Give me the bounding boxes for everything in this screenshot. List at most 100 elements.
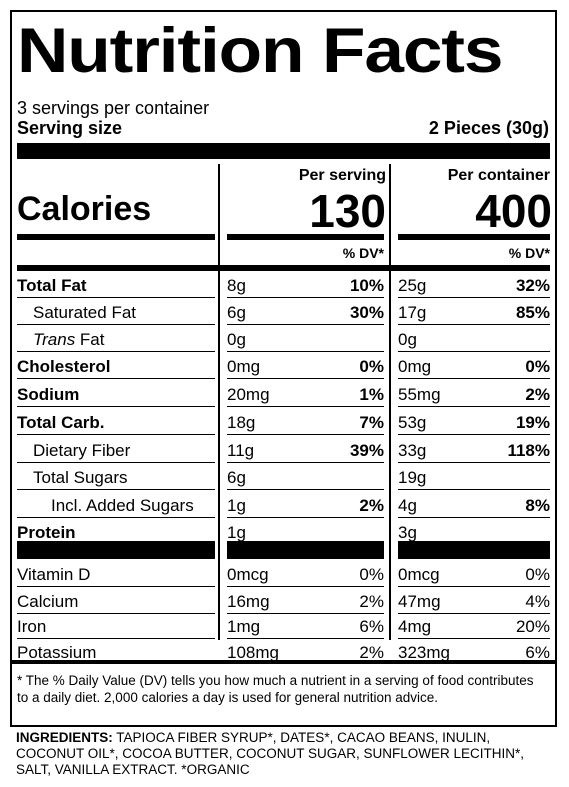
nutrient-name-italic: Trans (33, 330, 76, 349)
row-divider (227, 613, 384, 614)
serving-amount: 1g (227, 523, 246, 542)
ingredients-label: INGREDIENTS: (16, 730, 113, 745)
row-divider (17, 462, 215, 463)
serving-dv: 6% (359, 617, 384, 636)
serving-dv: 2% (359, 592, 384, 611)
serving-amount: 0mg (227, 357, 261, 376)
thick-divider-protein-right (398, 541, 550, 559)
row-divider (227, 406, 384, 407)
row-divider (398, 297, 550, 298)
container-amount: 3g (398, 523, 417, 542)
serving-amount: 0mcg (227, 565, 269, 584)
serving-amount: 6g (227, 303, 246, 322)
serving-amount: 108mg (227, 643, 279, 662)
container-amount: 19g (398, 468, 427, 487)
row-divider (227, 324, 384, 325)
serving-dv: 10% (349, 276, 384, 295)
row-divider (17, 378, 215, 379)
container-amount: 53g (398, 413, 427, 432)
micronutrient-name: Potassium (17, 643, 97, 662)
nutrient-name: Protein (17, 523, 76, 542)
row-divider (17, 613, 215, 614)
row-divider (227, 489, 384, 490)
nutrient-name: Incl. Added Sugars (51, 496, 194, 515)
container-dv: 118% (507, 441, 550, 460)
per-serving-header: Per serving (298, 167, 386, 184)
container-dv: 8% (525, 496, 550, 515)
serving-dv: 1% (359, 385, 384, 404)
footnote-divider (12, 660, 555, 664)
container-dv: 32% (515, 276, 550, 295)
serving-dv: 39% (349, 441, 384, 460)
micronutrient-name: Calcium (17, 592, 79, 611)
thick-divider-protein-mid (227, 541, 384, 559)
serving-amount: 8g (227, 276, 246, 295)
row-divider (398, 434, 550, 435)
micronutrient-name: Iron (17, 617, 47, 636)
per-container-header: Per container (447, 167, 550, 184)
row-divider (398, 324, 550, 325)
nutrient-name: Total Sugars (33, 468, 128, 487)
row-divider (398, 586, 550, 587)
dv-header-serving: % DV* (342, 245, 384, 261)
container-dv: 6% (525, 643, 550, 662)
row-divider (227, 434, 384, 435)
row-divider (227, 586, 384, 587)
serving-amount: 18g (227, 413, 256, 432)
column-separator-2 (389, 164, 391, 640)
row-divider (227, 638, 384, 639)
nutrient-name: Sodium (17, 385, 80, 404)
row-divider (17, 638, 215, 639)
serving-size-value: 2 Pieces (30g) (428, 118, 549, 138)
calories-per-serving: 130 (309, 185, 386, 237)
row-divider (227, 517, 384, 518)
calories-divider-left (17, 234, 215, 240)
row-divider (398, 613, 550, 614)
nutrient-name: Total Fat (17, 276, 87, 295)
dv-divider (17, 265, 550, 271)
serving-amount: 11g (227, 441, 255, 460)
calories-divider-mid (227, 234, 384, 240)
row-divider (398, 462, 550, 463)
row-divider (227, 351, 384, 352)
micronutrient-name: Vitamin D (17, 565, 91, 584)
serving-dv: 2% (359, 496, 384, 515)
dv-header-container: % DV* (508, 245, 550, 261)
serving-dv: 7% (359, 413, 384, 432)
serving-amount: 1mg (227, 617, 261, 636)
serving-amount: 6g (227, 468, 246, 487)
ingredients: INGREDIENTS: TAPIOCA FIBER SYRUP*, DATES… (16, 730, 546, 778)
container-dv: 0% (525, 357, 550, 376)
row-divider (227, 378, 384, 379)
container-amount: 4mg (398, 617, 432, 636)
container-dv: 19% (515, 413, 550, 432)
serving-dv: 30% (349, 303, 384, 322)
nutrient-name: Saturated Fat (33, 303, 137, 322)
serving-amount: 1g (227, 496, 246, 515)
container-amount: 0g (398, 330, 417, 349)
row-divider (17, 586, 215, 587)
column-separator-1 (218, 164, 220, 640)
row-divider (17, 434, 215, 435)
row-divider (398, 489, 550, 490)
row-divider (398, 638, 550, 639)
serving-amount: 0g (227, 330, 246, 349)
container-dv: 85% (515, 303, 550, 322)
serving-dv: 2% (359, 643, 384, 662)
row-divider (398, 517, 550, 518)
footnote: * The % Daily Value (DV) tells you how m… (17, 673, 534, 705)
row-divider (227, 297, 384, 298)
container-dv: 2% (525, 385, 550, 404)
row-divider (227, 462, 384, 463)
nutrient-name: Trans Fat (33, 331, 105, 348)
row-divider (17, 406, 215, 407)
container-amount: 55mg (398, 385, 441, 404)
container-amount: 25g (398, 276, 427, 295)
ingredients-text: TAPIOCA FIBER SYRUP*, DATES*, CACAO BEAN… (16, 730, 525, 777)
container-amount: 0mcg (398, 565, 440, 584)
nutrient-name: Cholesterol (17, 357, 111, 376)
calories-divider-right (398, 234, 550, 240)
nutrition-label: Nutrition Facts 3 servings per container… (10, 10, 557, 727)
row-divider (398, 378, 550, 379)
thick-divider-protein-left (17, 541, 215, 559)
